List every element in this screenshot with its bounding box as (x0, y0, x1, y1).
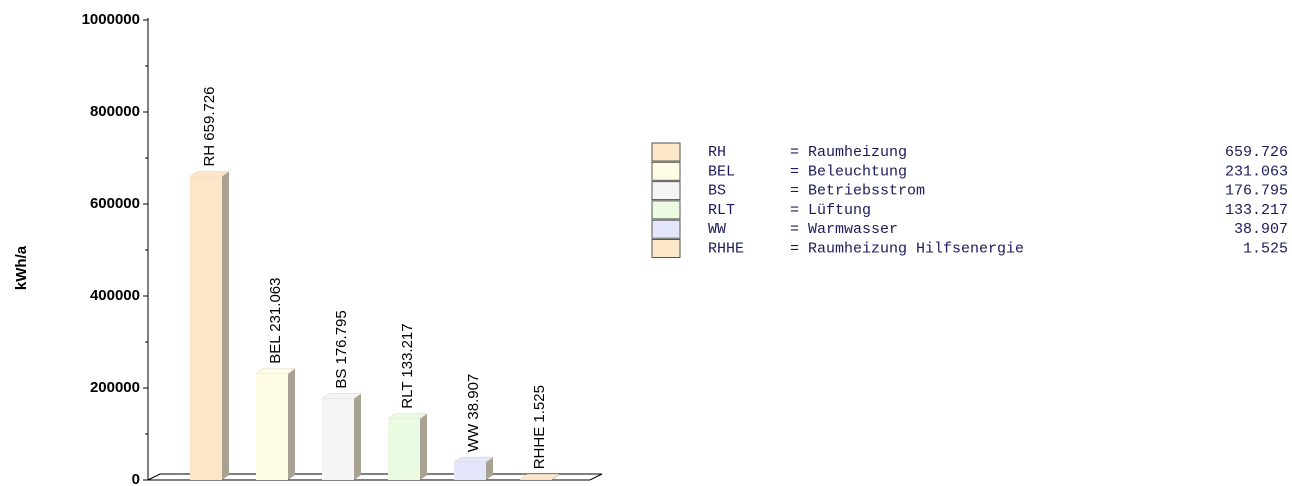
legend-abbr: RLT (708, 202, 735, 219)
legend-swatch (651, 239, 681, 258)
legend-swatch (651, 200, 681, 220)
floor (147, 473, 603, 481)
legend-abbr: RH (708, 144, 726, 161)
legend-value: 176.795 (1225, 183, 1288, 200)
legend-value: 659.726 (1225, 144, 1288, 161)
value-label: WW 38.907 (465, 374, 482, 452)
legend-abbr: BEL (708, 163, 735, 180)
legend-swatch (651, 161, 681, 181)
bar (388, 418, 420, 480)
legend-value: 1.525 (1243, 240, 1288, 257)
y-tick-label: 1000000 (82, 11, 140, 28)
bar-top (321, 393, 362, 399)
bar-top (453, 456, 494, 463)
legend-value: 231.063 (1225, 163, 1288, 180)
bar (520, 479, 552, 480)
legend-description: = Raumheizung (790, 144, 907, 161)
legend-description: = Betriebsstrom (790, 183, 925, 200)
y-tick-label: 800000 (90, 103, 140, 120)
legend-description: = Beleuchtung (790, 163, 907, 180)
value-label: BEL 231.063 (267, 278, 284, 364)
legend-swatch (651, 181, 681, 201)
value-label: BS 176.795 (333, 310, 350, 388)
bar-top (189, 171, 230, 177)
bar (256, 373, 288, 480)
value-label: RHHE 1.525 (531, 385, 548, 469)
legend-abbr: WW (708, 221, 726, 238)
y-tick-label: 400000 (90, 287, 140, 304)
value-label: RLT 133.217 (399, 323, 416, 408)
y-axis-label: kWh/a (13, 245, 30, 290)
bar-side (222, 171, 229, 480)
legend-description: = Lüftung (790, 202, 871, 219)
legend-abbr: RHHE (708, 240, 744, 257)
legend-abbr: BS (708, 183, 726, 200)
bar-side (420, 413, 427, 480)
legend-swatch (651, 219, 681, 239)
bar-side (288, 368, 295, 480)
legend-description: = Warmwasser (790, 221, 898, 238)
bar-top (519, 474, 560, 480)
legend-swatch (651, 142, 681, 162)
bar (322, 398, 354, 480)
legend-value: 133.217 (1225, 202, 1288, 219)
y-tick-label: 600000 (90, 195, 140, 212)
bar-side (354, 393, 361, 480)
bar (190, 176, 222, 480)
y-tick-label: 200000 (90, 379, 140, 396)
value-label: RH 659.726 (201, 86, 218, 166)
legend-value: 38.907 (1234, 221, 1288, 238)
legend-description: = Raumheizung Hilfsenergie (790, 240, 1024, 257)
y-tick-label: 0 (132, 471, 140, 486)
bar-side (486, 457, 493, 480)
bar (454, 462, 486, 480)
bar-top (387, 413, 428, 419)
bar-top (255, 368, 296, 374)
